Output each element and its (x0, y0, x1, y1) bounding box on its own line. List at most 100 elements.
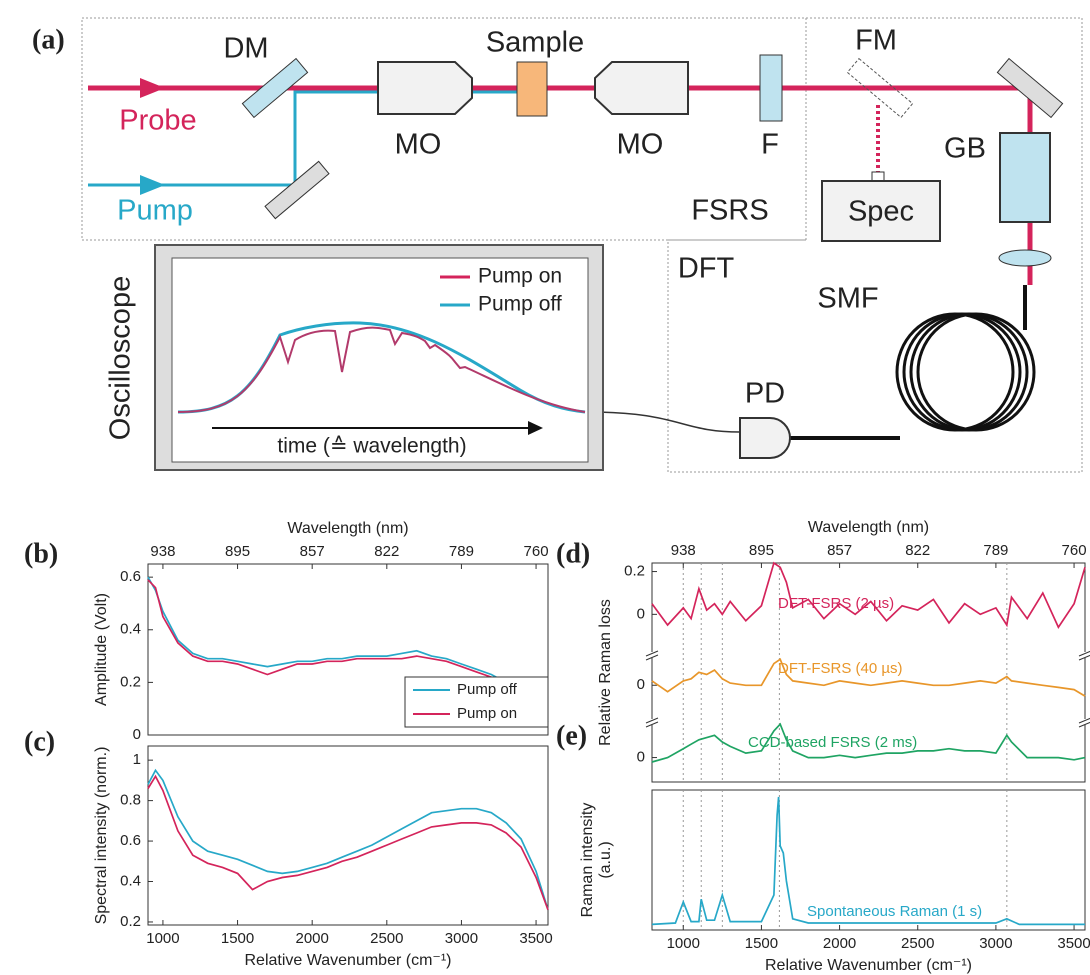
legend-label: Pump on (457, 705, 517, 722)
panel-label: (e) (556, 720, 587, 751)
label: Sample (486, 27, 584, 59)
label: Pump off (478, 293, 562, 316)
lens (998, 249, 1052, 267)
dft-box (667, 17, 1083, 473)
x2-tick-label: 822 (374, 543, 399, 560)
x2-axis-title: Wavelength (nm) (287, 520, 408, 537)
label: Oscilloscope (105, 276, 137, 440)
x-tick-label: 2500 (901, 935, 934, 952)
oscilloscope-screen (171, 257, 589, 463)
scope-trace-on (177, 326, 586, 413)
fiber-coil (895, 312, 1036, 432)
data-line (147, 576, 549, 723)
cable (587, 411, 741, 433)
label: time (≙ wavelength) (277, 435, 466, 458)
filter (759, 54, 783, 122)
x2-tick-label: 789 (983, 542, 1008, 559)
x2-axis-title: Wavelength (nm) (808, 519, 929, 536)
x-tick-label: 1000 (667, 935, 700, 952)
label: SMF (817, 283, 878, 315)
label: Pump (117, 195, 193, 227)
x2-tick-label: 857 (827, 542, 852, 559)
panel-label: (b) (24, 538, 58, 569)
label: FM (855, 25, 897, 57)
pump-arrow (140, 175, 165, 195)
x2-tick-label: 938 (671, 542, 696, 559)
y-axis-title: Relative Raman loss (597, 599, 614, 746)
y-axis-title: (a.u.) (597, 841, 614, 878)
x-tick-label: 3500 (1057, 935, 1090, 952)
label: Pump on (478, 265, 562, 288)
series-label: Spontaneous Raman (1 s) (807, 903, 982, 920)
x2-tick-label: 760 (524, 543, 549, 560)
label: FSRS (691, 195, 768, 227)
plot-frame (651, 562, 1086, 783)
y-tick-label: 0 (133, 726, 141, 743)
coil-loop (902, 312, 1022, 432)
probe-arrow (140, 78, 165, 98)
x-tick-label: 2000 (823, 935, 856, 952)
photodiode (739, 417, 791, 459)
label: MO (617, 129, 664, 161)
legend-label: Pump off (457, 681, 518, 698)
axis-break (645, 650, 659, 661)
x-tick-label: 1000 (146, 930, 179, 947)
plot-frame (651, 789, 1086, 931)
x-axis-title: Relative Wavenumber (cm⁻¹) (244, 952, 451, 969)
label: DFT (678, 253, 735, 285)
y-tick-label: 0.4 (120, 872, 141, 889)
label: Probe (119, 105, 196, 137)
axis-break (1078, 717, 1090, 728)
x-tick-label: 3500 (519, 930, 552, 947)
coil-loop (909, 312, 1029, 432)
x2-tick-label: 938 (150, 543, 175, 560)
flip-mirror (846, 57, 914, 119)
data-line (651, 722, 1086, 763)
plot-frame (147, 745, 549, 926)
y-tick-label: 1 (133, 751, 141, 768)
spec-port (871, 171, 885, 182)
plot-frame (147, 563, 549, 736)
data-line (651, 796, 1085, 926)
data-line (651, 561, 1086, 629)
series-label: DFT-FSRS (2 µs) (778, 595, 894, 612)
axis-break (646, 652, 658, 658)
objective-right (594, 61, 689, 115)
panel-label: (c) (24, 726, 55, 757)
x-tick-label: 1500 (221, 930, 254, 947)
axis-break (645, 717, 659, 728)
x-tick-label: 3000 (445, 930, 478, 947)
label: GB (944, 133, 986, 165)
data-line (651, 658, 1086, 697)
y-tick-label: 0.2 (120, 673, 141, 690)
axis-break (1078, 650, 1090, 661)
dichroic-mirror (241, 57, 309, 119)
y-tick-label: 0.4 (120, 621, 141, 638)
label: Spec (848, 196, 914, 228)
x-tick-label: 2000 (295, 930, 328, 947)
x2-tick-label: 822 (905, 542, 930, 559)
y-axis-title: Amplitude (Volt) (93, 593, 110, 706)
axis-break (646, 719, 658, 725)
panel-label: (d) (556, 538, 590, 569)
x2-tick-label: 789 (449, 543, 474, 560)
axis-break (1079, 719, 1090, 725)
y-tick-label: 0.2 (624, 563, 645, 580)
sample-cell (516, 61, 548, 117)
time-arrowhead (528, 421, 543, 435)
grating-block (999, 132, 1051, 223)
y-tick-label: 0 (637, 676, 645, 693)
label: F (761, 129, 779, 161)
y-tick-label: 0.6 (120, 568, 141, 585)
y-tick-label: 0 (637, 749, 645, 766)
setup-diagram: (a) DM Sample FM Probe MO MO F GB Pump F… (32, 17, 1083, 473)
x2-tick-label: 895 (749, 542, 774, 559)
x2-tick-label: 857 (300, 543, 325, 560)
label: PD (745, 378, 785, 410)
coil-loop (916, 312, 1036, 432)
axis-break (1079, 652, 1090, 658)
spectrometer (821, 180, 941, 242)
y-tick-label: 0 (637, 605, 645, 622)
panel-label: (a) (32, 24, 65, 55)
